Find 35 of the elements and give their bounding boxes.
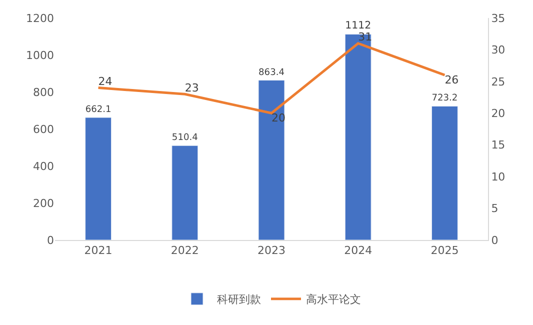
data-label: 510.4 (172, 133, 198, 144)
y-tick-label: 600 (33, 122, 54, 136)
legend-label: 高水平论文 (306, 293, 361, 306)
data-label: 723.2 (432, 94, 458, 104)
y-tick-label: 0 (47, 234, 54, 247)
y2-tick-label: 25 (491, 75, 506, 88)
data-label: 23 (184, 81, 199, 94)
y2-tick-label: 30 (491, 44, 506, 57)
y-tick-label: 800 (33, 86, 54, 99)
x-tick-label: 2024 (344, 244, 372, 258)
data-label: 26 (444, 73, 459, 86)
bar (431, 106, 458, 240)
y2-tick-label: 20 (491, 106, 506, 120)
y2-tick-label: 5 (491, 202, 498, 216)
y2-tick-label: 10 (491, 170, 506, 184)
y2-tick-label: 15 (491, 138, 506, 152)
y-tick-label: 1200 (26, 12, 54, 25)
bar (344, 34, 372, 240)
data-label: 1112 (345, 20, 372, 32)
x-tick-label: 2023 (258, 244, 286, 258)
bar (85, 117, 112, 240)
y-tick-label: 400 (33, 160, 54, 173)
y-tick-label: 200 (33, 196, 54, 210)
y-tick-label: 1000 (26, 48, 54, 62)
y2-tick-label: 35 (491, 12, 506, 25)
legend-label: 科研到款 (217, 293, 261, 306)
x-tick-label: 2022 (170, 244, 199, 258)
bar (172, 145, 198, 240)
x-tick-label: 2021 (84, 244, 112, 258)
data-label: 662.1 (85, 105, 112, 116)
x-tick-label: 2025 (430, 244, 459, 258)
bar (258, 80, 285, 240)
data-label: 24 (98, 75, 112, 88)
y2-tick-label: 0 (491, 234, 498, 247)
data-label: 863.4 (258, 68, 285, 78)
